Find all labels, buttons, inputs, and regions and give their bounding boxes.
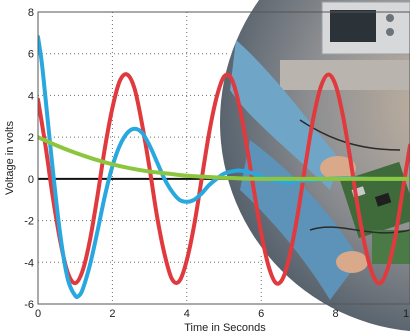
series-group [38,35,410,300]
technician-arm-shape [230,40,340,190]
x-tick-label: 6 [258,308,264,320]
y-tick-label: 4 [28,90,34,102]
x-tick-label: 4 [184,308,190,320]
y-tick-label: -2 [24,216,34,228]
green-series-line [38,135,410,181]
red-series-line [38,72,410,286]
y-tick-label: -6 [24,299,34,311]
plot-frame [37,11,410,305]
x-tick-labels: 0 2 4 6 8 1 [35,308,409,320]
y-tick-labels: -6 -4 -2 0 2 4 6 8 [24,7,34,311]
y-tick-label: -4 [24,257,34,269]
y-tick-label: 6 [28,49,34,61]
x-tick-label: 8 [333,308,339,320]
x-tick-label: 2 [109,308,115,320]
x-tick-label: 0 [35,308,41,320]
x-axis-title: Time in Seconds [184,322,266,334]
y-tick-label: 2 [28,132,34,144]
y-axis-title: Voltage in volts [4,121,16,195]
y-tick-label: 8 [28,7,34,19]
x-tick-label: 1 [403,308,409,320]
y-tick-label: 0 [28,174,34,186]
